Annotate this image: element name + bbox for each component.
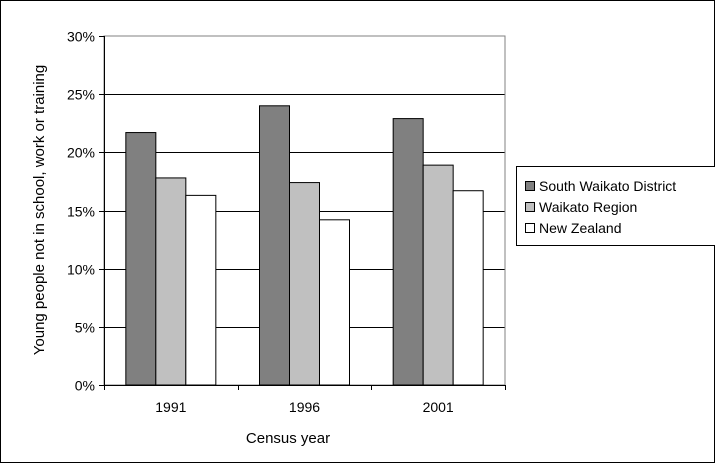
y-tick-label: 30% [67,29,95,45]
y-tick-label: 25% [67,87,95,103]
x-tick-labels: 1991 1996 2001 [155,399,454,415]
y-tick-label: 10% [67,262,95,278]
bar [392,118,424,386]
bar [289,182,320,386]
axes [99,36,506,390]
bar [319,219,350,386]
legend-item-new-zealand: New Zealand [525,218,622,238]
y-tick-label: 0% [75,378,95,394]
y-tick-label: 20% [67,145,95,161]
legend: South Waikato District Waikato Region Ne… [516,166,715,246]
legend-label-new-zealand: New Zealand [539,220,622,236]
legend-item-south-waikato: South Waikato District [525,176,676,196]
bar [452,190,484,386]
x-tick-label: 1991 [155,399,186,415]
y-tick-label: 5% [75,320,95,336]
bar [259,105,290,386]
legend-swatch-south-waikato [525,181,535,191]
y-tick-label: 15% [67,204,95,220]
x-tick-label: 2001 [423,399,454,415]
legend-label-waikato-region: Waikato Region [539,199,638,215]
x-axis-title: Census year [246,430,330,447]
y-tick-labels: 0% 5% 10% 15% 20% 25% 30% [67,29,95,394]
legend-swatch-waikato-region [525,202,535,212]
legend-item-waikato-region: Waikato Region [525,197,637,217]
bar [125,132,157,386]
bar [185,194,217,386]
bar [422,164,454,386]
x-tick-label: 1996 [289,399,320,415]
bars [125,105,484,386]
bar [155,177,187,386]
legend-label-south-waikato: South Waikato District [539,178,677,194]
legend-swatch-new-zealand [525,223,535,233]
y-axis-title: Young people not in school, work or trai… [31,65,48,355]
